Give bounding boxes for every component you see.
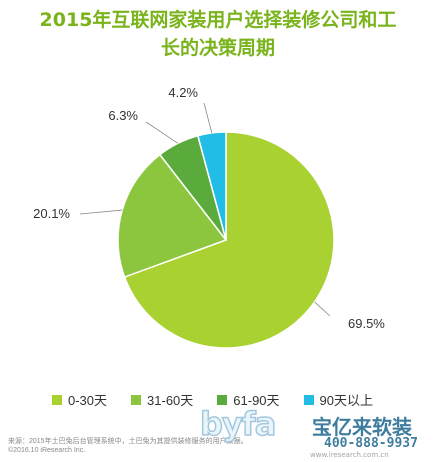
watermark-site: www.iresearch.com.cn: [310, 451, 389, 459]
data-label-0-30: 69.5%: [348, 316, 385, 331]
data-label-31-60: 20.1%: [33, 206, 70, 221]
legend-label-61-90: 61-90天: [233, 393, 280, 408]
pie-slice-0-30: [123, 131, 335, 349]
legend-item-61-90: 61-90天: [217, 390, 280, 409]
legend-swatch-31-60: [131, 394, 142, 405]
watermark-brand: 宝亿来软装: [312, 415, 412, 439]
data-label-90-plus: 4.2%: [168, 85, 198, 100]
watermark-phone: 400-888-9937: [324, 436, 418, 451]
source-note: 来源：2015年土巴兔后台管理系统中，土巴兔为其提供装修服务的用户数据。: [8, 438, 248, 445]
legend-item-90-plus: 90天以上: [303, 390, 373, 409]
watermark-logo: byfa: [199, 404, 277, 444]
legend-label-0-30: 0-30天: [68, 393, 108, 408]
legend-item-31-60: 31-60天: [131, 390, 193, 409]
legend-label-31-60: 31-60天: [147, 393, 194, 408]
chart-title-line-1: 2015年互联网家装用户选择装修公司和工: [39, 9, 397, 31]
legend-swatch-90-plus: [303, 394, 314, 405]
data-label-61-90: 6.3%: [108, 108, 138, 123]
legend: 0-30天 31-60天 61-90天 90天以上: [52, 390, 436, 409]
leader-line-90-plus: [203, 102, 213, 134]
watermark: byfa 宝亿来软装 400-888-9937 www.iresearch.co…: [199, 404, 430, 459]
leader-line-31-60: [79, 209, 123, 215]
copyright-note: ©2016.10 iResearch Inc.: [8, 447, 86, 454]
legend-swatch-61-90: [217, 394, 228, 405]
legend-item-0-30: 0-30天: [52, 390, 107, 409]
leader-line-0-30: [314, 301, 331, 317]
chart-title-line-2: 长的决策周期: [160, 37, 275, 59]
legend-label-90-plus: 90天以上: [319, 393, 373, 408]
legend-swatch-0-30: [52, 394, 62, 405]
leader-line-61-90: [145, 121, 179, 144]
chart-title: 2015年互联网家装用户选择装修公司和工 长的决策周期: [10, 6, 426, 62]
